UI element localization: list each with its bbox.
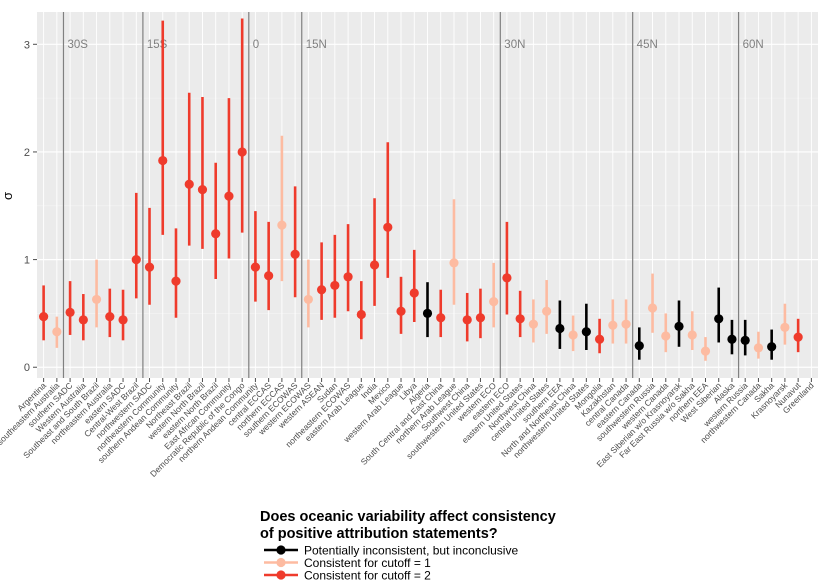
legend-label: Potentially inconsistent, but inconclusi… [304,544,518,558]
y-axis-title: σ [0,192,15,200]
data-point [184,179,194,189]
data-point [118,315,128,325]
data-point [197,185,208,195]
data-point [277,220,287,230]
data-point [555,323,565,334]
data-point [158,155,168,166]
data-point [105,312,115,322]
data-point [224,191,234,201]
band-label: 15N [306,39,327,51]
data-point [462,315,472,325]
data-point [171,276,181,286]
data-point [661,331,671,341]
data-point [528,319,538,329]
data-point [647,303,658,313]
y-tick-label: 0 [24,362,30,374]
data-point [237,147,247,157]
legend-entries: Potentially inconsistent, but inconclusi… [264,544,518,583]
y-tick-label: 1 [24,255,30,267]
data-point [621,319,631,329]
data-point [515,314,525,324]
data-point [634,341,644,351]
data-point [250,262,261,272]
data-point [343,272,353,282]
y-tick-label: 2 [24,147,30,159]
data-point [700,346,711,356]
data-point [489,296,499,307]
data-point [131,254,141,265]
legend: Does oceanic variability affect consiste… [260,509,556,583]
data-point [317,285,327,295]
data-point [581,327,591,337]
data-point [39,312,49,322]
data-point [396,306,406,316]
data-point [383,222,393,232]
data-point [568,330,578,340]
band-label: 30N [504,39,525,51]
y-tick-label: 3 [24,39,30,51]
legend-point [276,545,286,555]
legend-label: Consistent for cutoff = 1 [304,556,431,570]
data-point [422,308,433,319]
data-point [608,320,618,330]
data-point [78,315,88,325]
data-point [767,342,777,352]
data-point [369,260,380,270]
data-point [674,321,684,331]
data-point [542,306,552,316]
legend-title-line2: of positive attribution statements? [260,526,498,542]
band-label: 45N [637,39,658,51]
data-point [91,294,102,305]
data-point [780,322,790,333]
data-point [475,313,486,323]
legend-title-line1: Does oceanic variability affect consiste… [260,509,556,525]
data-point [502,273,512,283]
data-point [290,249,300,259]
data-point [727,334,737,344]
data-point [356,309,366,320]
data-point [264,271,274,281]
band-label: 30S [67,39,88,51]
band-label: 60N [743,39,764,51]
data-point [594,334,605,344]
data-point [211,229,221,239]
band-label: 15S [147,39,168,51]
legend-label: Consistent for cutoff = 2 [304,569,431,583]
legend-point [276,570,286,580]
legend-point [276,557,286,568]
data-marks [39,18,803,361]
y-axis: 0 1 2 3 [24,39,37,374]
data-point [449,258,459,268]
data-point [303,294,313,305]
data-point [52,327,62,337]
data-point [740,335,750,345]
data-point [409,288,419,298]
data-point [65,307,75,317]
data-point [753,343,764,353]
data-point [793,332,803,342]
data-point [436,313,446,323]
data-point [714,314,724,324]
band-label: 0 [253,39,259,51]
data-point [144,262,155,272]
data-point [687,330,697,340]
data-point [330,280,340,291]
